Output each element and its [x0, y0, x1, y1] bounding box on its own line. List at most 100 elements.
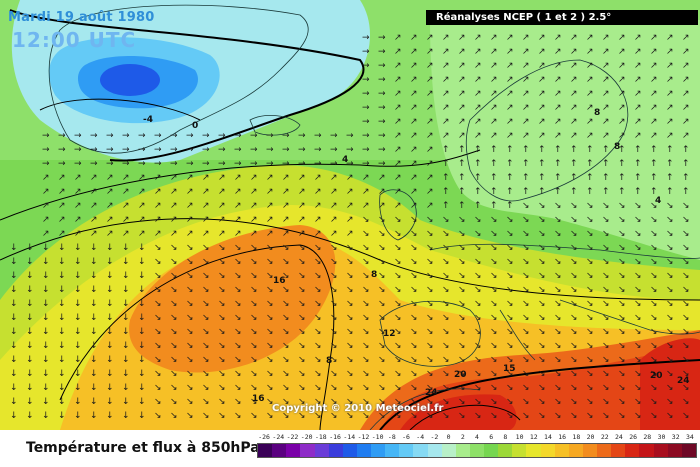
- wind-arrow: ↘: [602, 299, 610, 309]
- wind-arrow: ↓: [26, 299, 34, 309]
- contour-label: 8: [594, 108, 601, 118]
- wind-arrow: ↘: [218, 411, 226, 421]
- wind-arrow: →: [378, 61, 386, 71]
- wind-arrow: ↘: [282, 355, 290, 365]
- wind-arrow: ↘: [314, 397, 322, 407]
- wind-arrow: ↑: [538, 187, 546, 197]
- wind-arrow: ↘: [570, 355, 578, 365]
- wind-arrow: ↘: [202, 299, 210, 309]
- wind-arrow: →: [282, 145, 290, 155]
- wind-arrow: ↗: [282, 187, 290, 197]
- wind-arrow: ↘: [266, 369, 274, 379]
- wind-arrow: ↗: [42, 215, 50, 225]
- wind-arrow: ↘: [490, 299, 498, 309]
- wind-arrow: ↗: [394, 131, 402, 141]
- wind-arrow: ↘: [442, 229, 450, 239]
- british-isles-coastline: [379, 189, 417, 241]
- wind-arrow: ↘: [474, 257, 482, 267]
- wind-arrow: ↗: [410, 47, 418, 57]
- wind-arrow: ↘: [282, 397, 290, 407]
- wind-arrow: ↘: [602, 355, 610, 365]
- wind-arrow: ↘: [570, 397, 578, 407]
- wind-arrow: ↘: [362, 341, 370, 351]
- greenland-coastline: [48, 4, 309, 154]
- wind-arrow: ↓: [58, 397, 66, 407]
- wind-arrow: ↗: [234, 173, 242, 183]
- wind-arrow: →: [282, 159, 290, 169]
- wind-arrow: ↑: [442, 159, 450, 169]
- wind-arrow: ↘: [442, 355, 450, 365]
- wind-arrow: ↓: [90, 411, 98, 421]
- wind-arrow: ↗: [650, 33, 658, 43]
- wind-arrow: →: [378, 145, 386, 155]
- wind-arrow: →: [170, 159, 178, 169]
- wind-arrow: ↗: [522, 61, 530, 71]
- wind-arrow: ↘: [378, 313, 386, 323]
- wind-arrow: ↘: [298, 271, 306, 281]
- wind-arrow: ↘: [394, 257, 402, 267]
- wind-arrow: ↓: [74, 257, 82, 267]
- wind-arrow: ↗: [202, 173, 210, 183]
- wind-arrow: ↓: [74, 341, 82, 351]
- wind-arrow: ↘: [282, 271, 290, 281]
- wind-arrow: →: [378, 47, 386, 57]
- wind-arrow: ↗: [682, 103, 690, 113]
- wind-arrow: ↘: [602, 313, 610, 323]
- wind-arrow: ↘: [314, 383, 322, 393]
- scale-tick-label: 32: [671, 433, 680, 441]
- wind-arrow: ↘: [602, 397, 610, 407]
- wind-arrow: ↘: [298, 397, 306, 407]
- wind-arrow: ↘: [186, 383, 194, 393]
- wind-arrow: ↘: [394, 355, 402, 365]
- wind-arrow: ↘: [154, 341, 162, 351]
- wind-arrow: ↓: [74, 327, 82, 337]
- wind-arrow: ↘: [330, 355, 338, 365]
- wind-arrow: ↘: [298, 299, 306, 309]
- wind-arrow: ↘: [634, 257, 642, 267]
- wind-arrow: →: [362, 159, 370, 169]
- wind-arrow: ↓: [42, 257, 50, 267]
- contour-label: 12: [383, 329, 396, 339]
- wind-arrow: ↗: [650, 61, 658, 71]
- scale-tick-label: -12: [357, 433, 370, 441]
- wind-arrow: ↘: [362, 285, 370, 295]
- wind-arrow: ↓: [106, 369, 114, 379]
- scale-tick-label: 24: [615, 433, 623, 441]
- wind-arrow: ↘: [682, 215, 690, 225]
- wind-arrow: ↘: [410, 411, 418, 421]
- wind-arrow: ↘: [554, 313, 562, 323]
- wind-arrow: ↘: [458, 243, 466, 253]
- wind-arrow: ↘: [570, 271, 578, 281]
- wind-arrow: ↘: [490, 229, 498, 239]
- wind-arrow: →: [282, 131, 290, 141]
- wind-arrow: ↑: [522, 159, 530, 169]
- wind-arrow: ↘: [554, 285, 562, 295]
- wind-arrow: ↘: [378, 369, 386, 379]
- wind-arrow: ↘: [442, 285, 450, 295]
- wind-arrow: ↗: [106, 173, 114, 183]
- wind-arrow: ↗: [666, 33, 674, 43]
- wind-arrow: →: [266, 159, 274, 169]
- wind-arrow: ↗: [90, 229, 98, 239]
- wind-arrow: ↘: [250, 411, 258, 421]
- wind-arrow: ↗: [234, 215, 242, 225]
- wind-arrow: ↘: [682, 243, 690, 253]
- wind-arrow: →: [106, 131, 114, 141]
- contour-label: 8: [371, 270, 378, 280]
- wind-arrow: ↘: [298, 341, 306, 351]
- contour-label: 8: [326, 356, 333, 366]
- wind-arrow: ↘: [586, 397, 594, 407]
- wind-arrow: ↘: [618, 243, 626, 253]
- wind-arrow: ↘: [618, 201, 626, 211]
- wind-arrow: ↗: [186, 173, 194, 183]
- wind-arrow: ↘: [618, 271, 626, 281]
- wind-arrow: ↓: [58, 355, 66, 365]
- wind-arrow: ↘: [394, 299, 402, 309]
- wind-arrow: ↘: [618, 285, 626, 295]
- wind-arrow: ↘: [490, 327, 498, 337]
- wind-arrow: →: [74, 145, 82, 155]
- wind-arrow: ↑: [458, 159, 466, 169]
- wind-arrow: ↘: [474, 271, 482, 281]
- wind-arrow: ↘: [506, 341, 514, 351]
- wind-arrow: →: [154, 145, 162, 155]
